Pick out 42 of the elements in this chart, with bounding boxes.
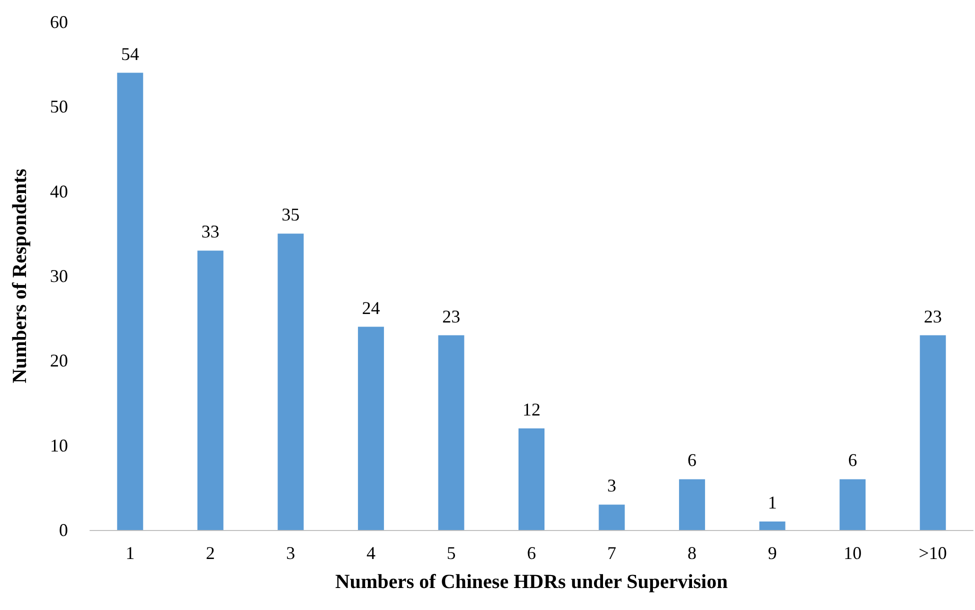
data-label: 24 — [362, 298, 380, 318]
x-tick-label: 8 — [688, 543, 697, 563]
x-tick-label: 3 — [286, 543, 296, 563]
x-tick-label: 1 — [126, 543, 135, 563]
data-label: 35 — [282, 204, 300, 225]
y-tick-label: 10 — [50, 435, 68, 456]
bar — [117, 72, 144, 530]
x-axis-title: Numbers of Chinese HDRs under Supervision — [335, 571, 728, 593]
bar — [197, 250, 224, 530]
bar — [920, 335, 946, 530]
x-tick-label: 5 — [446, 543, 456, 563]
x-tick-label: 9 — [768, 543, 777, 563]
data-label: 6 — [848, 450, 858, 470]
x-tick-label: 10 — [844, 543, 862, 563]
bar — [358, 326, 384, 530]
bar — [438, 335, 464, 530]
bar — [278, 234, 304, 530]
bar — [679, 479, 706, 530]
x-tick-label: 7 — [607, 543, 616, 563]
x-tick-label: >10 — [918, 543, 947, 563]
y-tick-label: 60 — [50, 12, 68, 32]
data-label: 23 — [442, 306, 460, 326]
x-tick-label: 6 — [527, 543, 536, 563]
data-label: 23 — [924, 306, 942, 326]
y-tick-label: 50 — [50, 96, 68, 117]
bar — [759, 522, 786, 530]
y-axis-title: Numbers of Respondents — [9, 168, 31, 384]
data-label: 12 — [522, 399, 540, 420]
data-label: 54 — [121, 44, 140, 64]
data-label: 33 — [201, 222, 220, 242]
bar — [598, 504, 625, 530]
y-tick-label: 30 — [50, 266, 68, 286]
x-tick-label: 2 — [206, 543, 215, 563]
data-label: 3 — [607, 476, 616, 496]
y-tick-label: 0 — [59, 520, 68, 540]
y-tick-label: 40 — [50, 181, 68, 202]
bar — [840, 479, 866, 530]
bar — [518, 428, 544, 530]
y-tick-label: 20 — [50, 350, 68, 371]
data-label: 6 — [688, 450, 697, 470]
data-label: 1 — [768, 492, 777, 513]
x-tick-label: 4 — [366, 543, 376, 563]
